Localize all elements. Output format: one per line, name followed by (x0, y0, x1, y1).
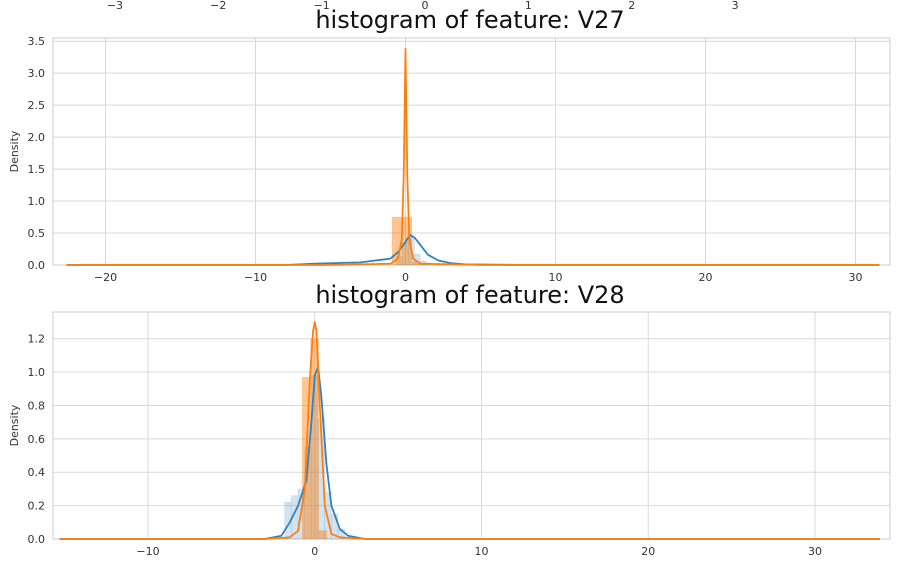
y-tick-label: 0.4 (28, 466, 46, 479)
x-tick-label: 30 (808, 545, 822, 558)
x-tick-label: 0 (311, 545, 318, 558)
top-x-tick-label: 3 (732, 0, 739, 12)
y-tick-label: 0.6 (28, 433, 46, 446)
y-tick-label: 1.2 (28, 333, 46, 346)
histogram-bar (319, 531, 327, 539)
y-tick-label: 0.0 (28, 259, 46, 272)
x-tick-label: −10 (136, 545, 159, 558)
y-tick-label: 0.2 (28, 500, 46, 513)
y-tick-label: 0.8 (28, 399, 46, 412)
plot-v28: −10 0 10 20 30 0.0 0.2 0.4 0.6 0.8 1.0 1.2 Density (8, 312, 890, 558)
plot-v27: −20 −10 0 10 20 300.00.51.01.52.02.53.03.5Den… (8, 35, 890, 284)
x-tick-label: 20 (699, 271, 713, 284)
plot-area (53, 38, 890, 265)
y-axis-label: Density (8, 404, 21, 446)
y-tick-label: 0.0 (28, 533, 46, 546)
y-axis-label: Density (8, 130, 21, 172)
chart-title-v27: histogram of feature: V27 (315, 6, 624, 34)
x-tick-label: −10 (244, 271, 267, 284)
x-tick-label: 10 (475, 545, 489, 558)
y-tick-label: 0.5 (28, 227, 46, 240)
y-tick-label: 1.0 (28, 195, 46, 208)
plot-area (53, 312, 890, 539)
x-tick-label: 20 (641, 545, 655, 558)
y-tick-label: 3.0 (28, 67, 46, 80)
top-x-tick-label: 2 (628, 0, 635, 12)
y-tick-label: 1.0 (28, 366, 46, 379)
top-x-tick-label: −2 (210, 0, 226, 12)
y-tick-label: 2.0 (28, 131, 46, 144)
chart-title-v28: histogram of feature: V28 (315, 281, 624, 309)
y-tick-label: 3.5 (28, 35, 46, 48)
y-tick-label: 1.5 (28, 163, 46, 176)
x-tick-label: −20 (94, 271, 117, 284)
y-tick-label: 2.5 (28, 99, 46, 112)
top-x-tick-label: −3 (107, 0, 123, 12)
x-tick-label: 30 (849, 271, 863, 284)
